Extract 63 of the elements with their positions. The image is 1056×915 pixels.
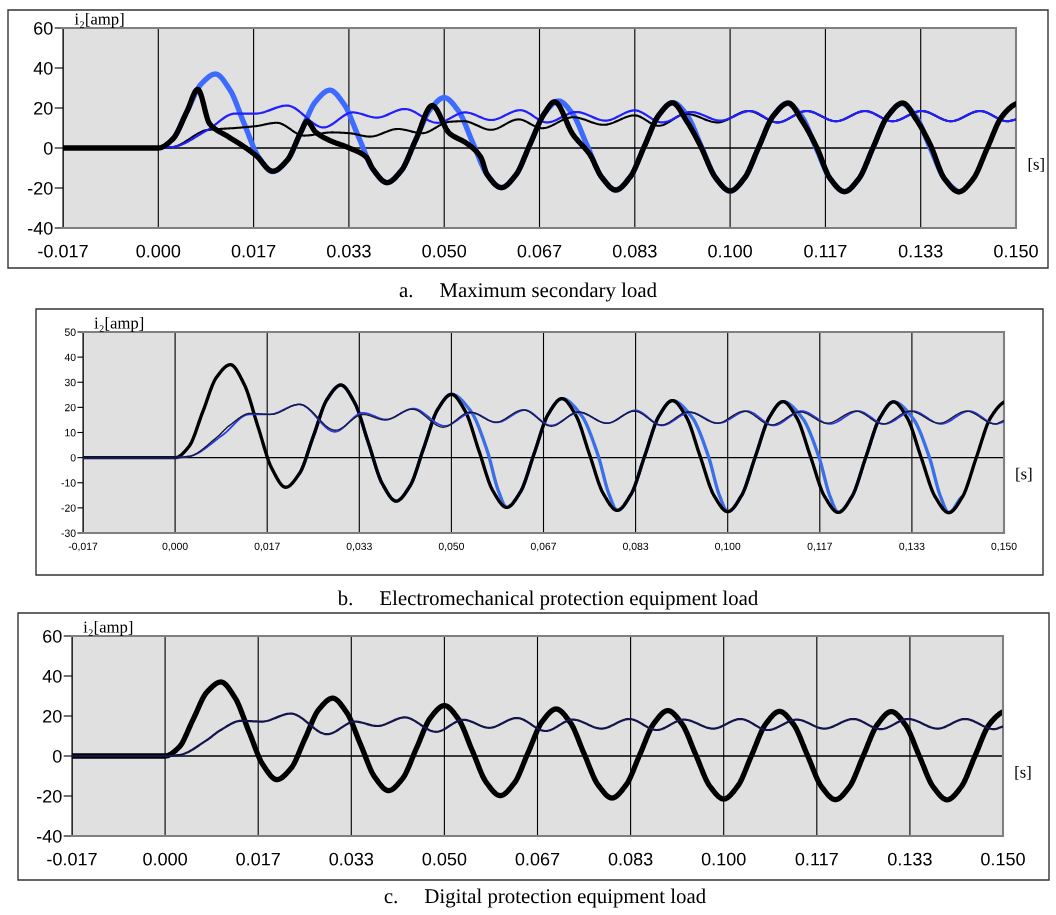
x-tick-label: 0,017 xyxy=(254,542,280,552)
y-tick-label: 40 xyxy=(64,353,76,361)
y-tick-label: 60 xyxy=(43,629,62,643)
y-tick-label: 20 xyxy=(34,101,53,115)
x-tick-label: 0.117 xyxy=(804,244,847,258)
y-tick-label: -20 xyxy=(61,504,76,512)
x-tick-label: 0.150 xyxy=(994,244,1038,258)
text: c. Digital protection equipment load xyxy=(384,888,706,908)
y-tick-label: 20 xyxy=(64,403,76,412)
x-tick-label: 0,067 xyxy=(530,542,557,552)
y-tick-label: -30 xyxy=(61,529,76,537)
x-tick-label: 0.133 xyxy=(898,244,943,258)
x-tick-label: 0,117 xyxy=(807,542,832,552)
x-tick-label: 0.083 xyxy=(608,852,653,866)
x-tick-label: 0,100 xyxy=(715,542,741,552)
text: a. Maximum secondary load xyxy=(399,282,657,302)
x-tick-label: 0.067 xyxy=(517,244,562,258)
x-tick-label: 0.117 xyxy=(795,852,838,866)
y-tick-label: -40 xyxy=(27,221,53,235)
y-tick-label: -40 xyxy=(36,829,62,843)
x-tick-label: 0.133 xyxy=(888,852,932,866)
x-tick-label: 0,050 xyxy=(438,542,465,552)
x-tick-label: 0.050 xyxy=(422,244,467,258)
y-axis-title: i₂[amp] xyxy=(83,620,133,636)
x-tick-label: 0.017 xyxy=(231,244,276,258)
x-tick-label: 0.033 xyxy=(329,852,374,866)
x-tick-label: 0.067 xyxy=(515,852,560,866)
x-axis-title: [s] xyxy=(1028,158,1044,172)
y-tick-label: -10 xyxy=(61,479,76,487)
x-tick-label: 0.000 xyxy=(143,852,187,866)
y-tick-label: 10 xyxy=(65,429,76,437)
y-tick-label: 0 xyxy=(52,749,62,763)
x-tick-label: -0.017 xyxy=(47,852,97,866)
x-tick-label: 0,083 xyxy=(622,542,649,552)
text: b. Electromechanical protection equipment load xyxy=(337,590,759,610)
x-tick-label: 0,150 xyxy=(991,542,1017,552)
y-tick-label: 40 xyxy=(33,61,53,75)
x-tick-label: 0.017 xyxy=(236,852,280,866)
y-axis-title: i₂[amp] xyxy=(94,316,144,332)
x-tick-label: 0.150 xyxy=(981,852,1025,866)
y-tick-label: 0 xyxy=(43,141,53,155)
y-tick-label: -20 xyxy=(27,181,53,195)
x-tick-label: 0.100 xyxy=(701,852,746,866)
x-tick-label: 0,000 xyxy=(162,542,188,552)
x-axis-title: [s] xyxy=(1016,467,1032,482)
y-tick-label: 50 xyxy=(64,328,76,336)
x-tick-label: 0.083 xyxy=(612,244,657,258)
y-tick-label: 40 xyxy=(42,669,62,683)
y-axis-title: i₂[amp] xyxy=(74,12,124,28)
x-tick-label: -0,017 xyxy=(68,542,98,552)
y-tick-label: 60 xyxy=(34,21,53,35)
x-tick-label: 0,133 xyxy=(899,542,925,552)
y-tick-label: 20 xyxy=(43,709,62,723)
x-tick-label: 0.000 xyxy=(136,244,181,258)
x-tick-label: 0.033 xyxy=(327,244,371,258)
x-axis-title: [s] xyxy=(1015,766,1031,780)
x-tick-label: 0.100 xyxy=(708,244,752,258)
y-tick-label: 30 xyxy=(64,378,76,387)
x-tick-label: 0.050 xyxy=(422,852,467,866)
x-tick-label: -0.017 xyxy=(38,244,88,258)
y-tick-label: -20 xyxy=(36,789,62,803)
y-tick-label: 0 xyxy=(70,454,76,462)
x-tick-label: 0,033 xyxy=(346,542,372,552)
